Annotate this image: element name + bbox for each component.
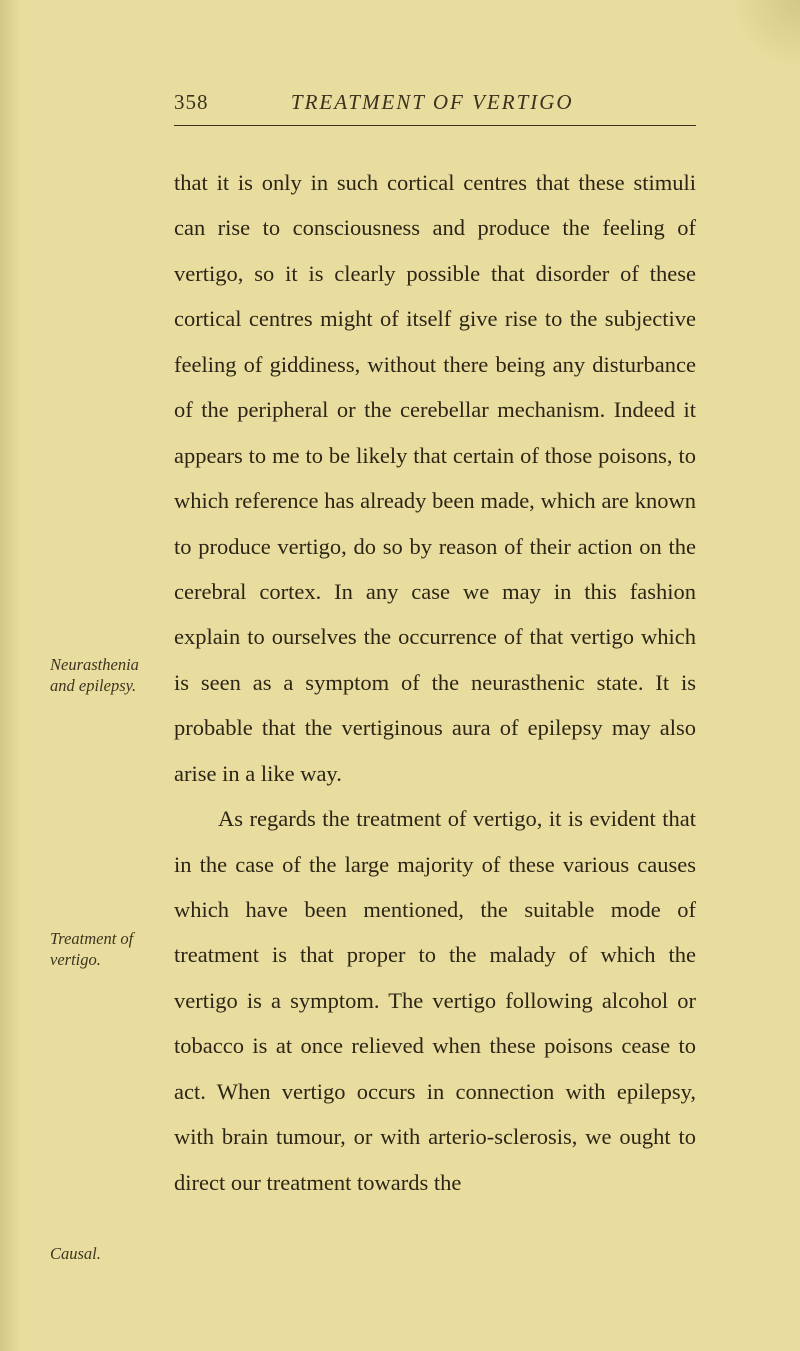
page-number: 358: [174, 90, 209, 115]
running-header: 358 TREATMENT OF VERTIGO: [174, 90, 696, 115]
scanned-page: 358 TREATMENT OF VERTIGO Neurasthenia an…: [0, 0, 800, 1351]
body-column: that it is only in such cortical centres…: [174, 160, 760, 1205]
margin-note-neurasthenia: Neurasthenia and epilepsy.: [50, 655, 166, 696]
body-paragraph-2: As regards the treatment of vertigo, it …: [174, 796, 696, 1205]
body-paragraph-1: that it is only in such cortical centres…: [174, 160, 696, 796]
header-rule: [174, 125, 696, 126]
running-title: TREATMENT OF VERTIGO: [209, 90, 697, 115]
content-area: Neurasthenia and epilepsy. Treatment of …: [50, 160, 760, 1205]
margin-note-treatment: Treatment of vertigo.: [50, 929, 166, 970]
margin-column: Neurasthenia and epilepsy. Treatment of …: [50, 160, 174, 1205]
margin-note-causal: Causal.: [50, 1244, 166, 1265]
